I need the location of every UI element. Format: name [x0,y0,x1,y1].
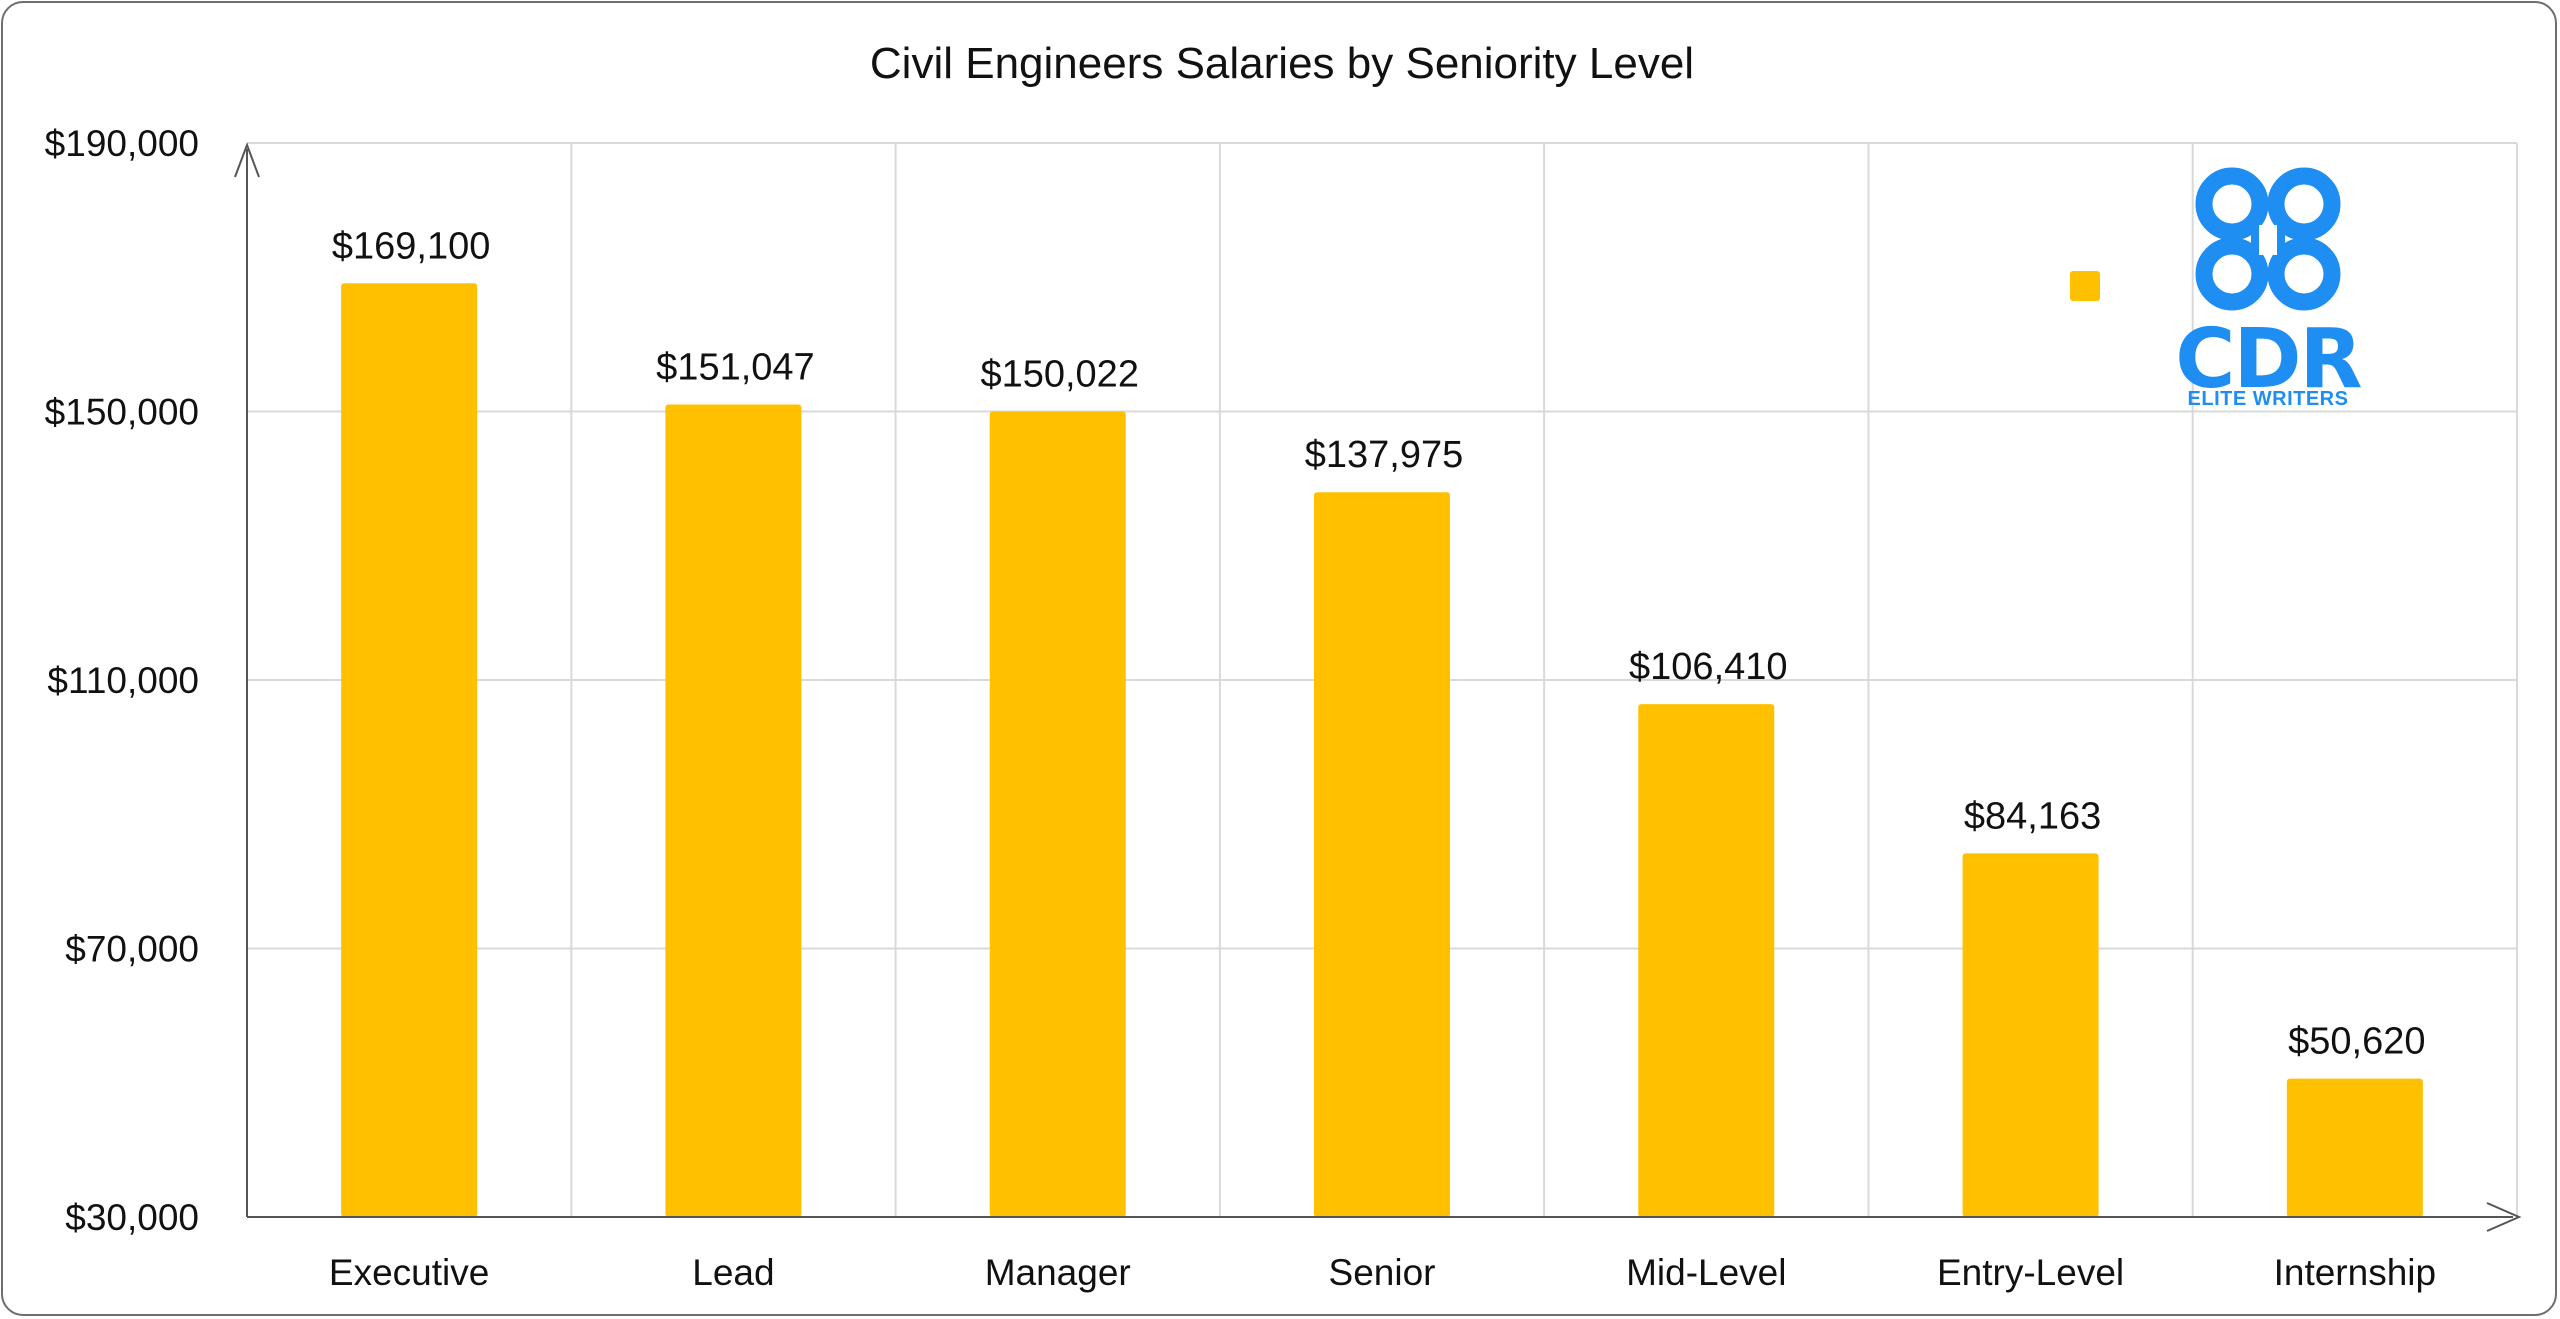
data-labels: $169,100 $151,047 $150,022 $137,975 $106,410… [332,225,2426,1062]
data-label: $50,620 [2288,1021,2425,1063]
logo-text: CDR [2175,312,2361,407]
bar-chart: Civil Engineers Salaries by Seniority Le… [45,39,2522,1293]
bar [2286,1078,2423,1217]
chart-title: Civil Engineers Salaries by Seniority Le… [870,39,1694,88]
y-tick-label: $190,000 [45,123,199,164]
x-tick-label: Lead [692,1252,774,1293]
legend-swatch [2070,271,2100,301]
x-axis-arrow [2486,1202,2522,1232]
x-tick-label: Senior [1329,1252,1436,1293]
axes [234,142,2522,1232]
data-label: $84,163 [1964,795,2101,837]
bar [341,283,478,1217]
bar [665,404,802,1217]
bar [1314,492,1450,1218]
x-tick-label: Manager [985,1252,1131,1293]
data-label: $169,100 [332,225,491,267]
x-tick-label: Internship [2274,1252,2437,1293]
x-tick-labels: Executive Lead Manager Senior Mid-Level Entry… [329,1252,2436,1293]
x-tick-label: Mid-Level [1626,1252,1786,1293]
bar [1638,704,1775,1217]
logo-loop [2267,237,2341,311]
legend [2070,271,2100,301]
data-label: $150,022 [980,353,1139,395]
bar [1962,853,2099,1217]
y-tick-label: $110,000 [47,660,199,701]
x-tick-label: Executive [329,1252,489,1293]
gridlines [247,142,2518,1217]
data-label: $106,410 [1629,646,1788,688]
y-tick-labels: $30,000 $70,000 $110,000 $150,000 $190,000 [45,123,199,1238]
logo-mark-icon [2195,167,2341,311]
data-label: $151,047 [656,346,815,388]
logo-loop [2267,167,2341,241]
bar [989,411,1126,1218]
y-tick-label: $70,000 [65,929,199,970]
data-label: $137,975 [1305,434,1464,476]
logo-loop [2195,167,2269,241]
y-axis-arrow [234,142,260,178]
y-tick-label: $30,000 [65,1197,199,1238]
x-tick-label: Entry-Level [1937,1252,2124,1293]
y-tick-label: $150,000 [45,392,199,433]
logo-subtext: ELITE WRITERS [2188,388,2349,410]
logo-loop [2195,237,2269,311]
bars [341,283,2423,1218]
logo-center [2258,225,2280,255]
